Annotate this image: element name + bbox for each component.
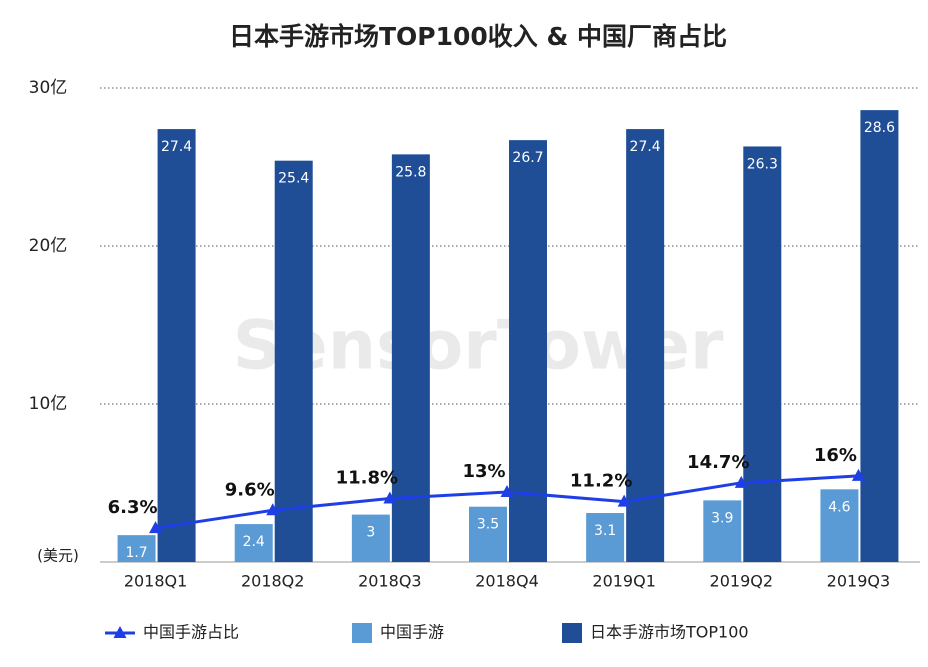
bar-value-label: 4.6 [828,499,850,515]
line-value-label: 6.3% [108,497,158,518]
y-unit: (美元) [37,547,79,565]
chart-title: 日本手游市场TOP100收入 & 中国厂商占比 [229,22,727,51]
bar [703,500,742,562]
bar-value-label: 25.4 [278,171,309,187]
x-tick-label: 2018Q3 [358,572,422,591]
bar [234,524,273,562]
legend-swatch [562,623,582,643]
bar-value-label: 3.1 [594,523,616,539]
bar-value-label: 27.4 [161,139,192,155]
line-marker [149,521,163,534]
x-tick-label: 2018Q4 [475,572,539,591]
line-value-label: 14.7% [687,452,749,473]
bar [117,535,156,562]
bar-value-label: 28.6 [864,120,895,136]
line-value-label: 11.2% [570,471,632,492]
x-tick-label: 2019Q2 [710,572,774,591]
bar [820,489,859,562]
line-value-label: 9.6% [225,479,275,500]
legend-label: 中国手游占比 [143,623,239,642]
line-marker [383,491,397,504]
line-marker [266,503,280,516]
bar [391,154,430,563]
legend-marker [113,626,127,638]
bar [157,129,196,562]
bar-value-label: 26.7 [512,150,543,166]
bar-value-label: 3.9 [711,510,733,526]
bar [743,146,782,562]
legend-label: 日本手游市场TOP100 [590,623,749,642]
y-tick-label: 30亿 [29,78,68,98]
legend-swatch [352,623,372,643]
bar-value-label: 25.8 [395,164,426,180]
bar-value-label: 3 [366,525,375,541]
line-marker [734,475,748,488]
bar [469,506,507,562]
line-value-label: 11.8% [336,467,398,488]
line-marker [851,468,865,481]
bar-value-label: 27.4 [630,139,661,155]
bar-value-label: 3.5 [477,517,499,533]
bar [626,129,665,562]
bar-value-label: 26.3 [747,156,778,172]
line-value-label: 13% [462,461,505,482]
x-tick-label: 2019Q1 [592,572,656,591]
y-tick-label: 10亿 [29,394,68,414]
bar [274,160,313,562]
line-value-label: 16% [814,445,857,466]
x-tick-label: 2019Q3 [827,572,891,591]
y-tick-label: 20亿 [29,236,68,256]
x-tick-label: 2018Q2 [241,572,305,591]
bar-value-label: 2.4 [243,534,265,550]
bar [860,110,899,563]
legend-label: 中国手游 [380,623,444,642]
line-marker [617,494,631,507]
line-marker [500,484,514,497]
bar-value-label: 1.7 [125,545,147,561]
x-tick-label: 2018Q1 [124,572,188,591]
bar [351,514,390,562]
bar [586,513,625,562]
bar [509,140,547,562]
